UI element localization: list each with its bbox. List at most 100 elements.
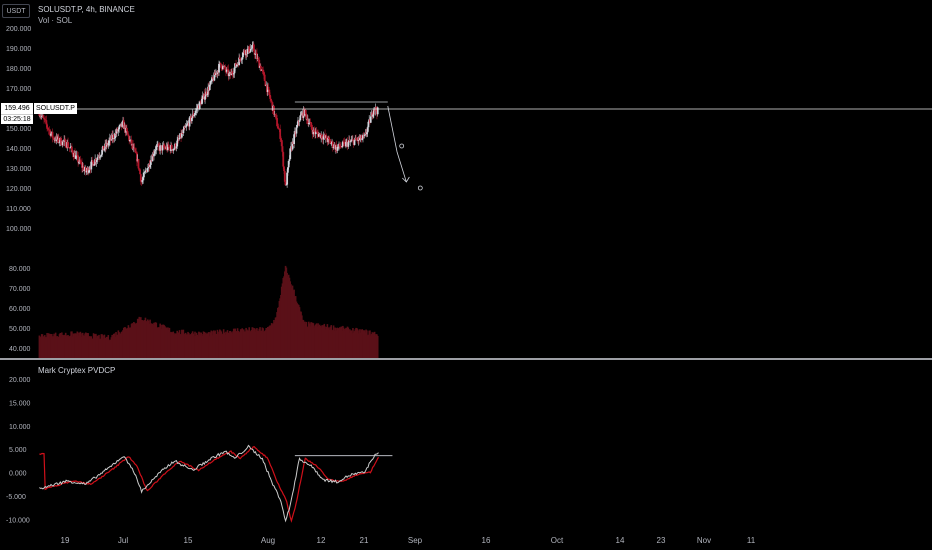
candle <box>100 154 103 157</box>
candle <box>132 144 134 149</box>
candle <box>107 143 110 146</box>
candle <box>136 152 138 162</box>
candle <box>276 126 279 129</box>
indicator-axis-tick: 20.000 <box>9 377 31 384</box>
candle <box>264 81 267 87</box>
indicator-axis-tick: 15.000 <box>9 400 31 407</box>
candle <box>151 154 154 162</box>
time-axis-tick: 15 <box>184 536 193 545</box>
candle <box>233 67 236 74</box>
indicator-axis-tick: 10.000 <box>9 424 31 431</box>
candle <box>184 126 187 128</box>
candle <box>175 146 178 149</box>
candle <box>221 65 224 70</box>
candle <box>257 58 260 60</box>
candle <box>246 48 249 54</box>
price-axis-tick: 110.000 <box>6 206 31 213</box>
candle <box>249 51 251 53</box>
candle <box>262 69 265 72</box>
price-axis-tick: 100.000 <box>6 226 31 233</box>
candle <box>167 144 170 148</box>
candle <box>143 172 146 173</box>
candle <box>232 73 235 75</box>
candle <box>231 71 234 74</box>
candle <box>184 127 186 128</box>
candle <box>280 139 283 147</box>
candle <box>296 124 299 128</box>
candle <box>201 96 204 100</box>
candle <box>121 121 124 127</box>
candle <box>130 139 133 146</box>
currency-badge[interactable]: USDT <box>2 4 30 18</box>
candle <box>276 118 278 127</box>
candle <box>314 131 317 135</box>
candle <box>353 140 356 145</box>
candle <box>282 152 285 167</box>
candle <box>361 138 364 140</box>
candle <box>307 123 310 125</box>
candle <box>195 108 198 111</box>
candle <box>254 52 257 55</box>
candle <box>133 147 136 150</box>
candle <box>69 147 72 149</box>
indicator-title: Mark Cryptex PVDCP <box>38 366 116 375</box>
candle <box>71 146 73 151</box>
candle <box>263 74 266 82</box>
candle <box>330 143 333 145</box>
candle <box>311 126 313 130</box>
candle <box>153 151 156 154</box>
price-axis-tick: 120.000 <box>6 186 31 193</box>
candle <box>304 110 307 115</box>
candle <box>188 117 191 127</box>
candle <box>286 172 289 185</box>
candle <box>331 141 334 148</box>
candle <box>206 93 209 96</box>
volume-axis-tick: 80.000 <box>9 266 31 273</box>
candle <box>307 119 309 125</box>
candle <box>134 149 137 153</box>
candle <box>139 174 142 182</box>
candle <box>101 149 103 155</box>
last-price-tag: 159.496 <box>1 103 33 114</box>
time-axis-tick: 23 <box>657 536 666 545</box>
candle <box>205 91 208 96</box>
candle <box>103 148 106 151</box>
time-axis-tick: 12 <box>317 536 326 545</box>
candle <box>267 86 270 90</box>
time-axis-tick: 14 <box>616 536 625 545</box>
candle <box>369 116 372 123</box>
candle <box>88 170 90 173</box>
candle <box>77 162 80 164</box>
candle <box>146 168 149 172</box>
candle <box>269 95 271 99</box>
candle <box>53 137 55 141</box>
candle <box>287 167 289 173</box>
candle <box>220 64 223 69</box>
time-axis-tick: 21 <box>360 536 369 545</box>
candle <box>174 143 177 149</box>
candle <box>176 140 179 147</box>
candle <box>273 105 275 115</box>
time-axis-tick: Jul <box>118 536 128 545</box>
candle <box>67 142 69 148</box>
candle <box>51 131 54 138</box>
candle <box>44 119 47 121</box>
candle <box>295 127 298 134</box>
candle <box>60 144 63 146</box>
candle <box>170 145 173 150</box>
candle <box>137 159 140 169</box>
projection-arrowhead <box>402 176 410 183</box>
candle <box>338 143 341 147</box>
candle <box>180 132 183 138</box>
candle <box>117 129 120 132</box>
candle <box>219 62 222 65</box>
candle <box>235 64 238 67</box>
candle <box>280 138 282 140</box>
candle <box>93 164 96 166</box>
candle <box>242 52 244 58</box>
candle <box>321 134 323 139</box>
candle <box>99 156 102 157</box>
candle <box>328 137 330 139</box>
candle <box>310 122 313 127</box>
